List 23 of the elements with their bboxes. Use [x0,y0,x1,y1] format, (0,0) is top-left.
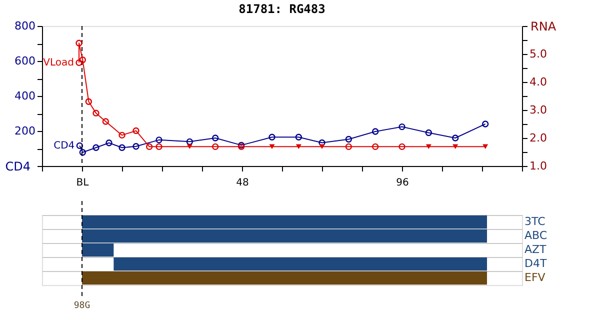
y2-tick-label: 3.0 [530,104,547,116]
y-tick-label: 200 [14,124,36,138]
x-tick-label: 96 [396,178,409,188]
x-tick-label: BL [76,178,90,188]
y-tick-label: EFV [524,271,546,284]
y-tick-label: AZT [524,243,547,256]
text: 98G [74,301,90,311]
y-tick-label: 800 [14,20,36,32]
x-tick-label: 48 [236,178,249,188]
y2-tick-label: 2.0 [530,132,547,144]
y-tick-label: 3TC [524,215,546,228]
y2-tick-label: 1.0 [530,160,547,172]
y2-tick-label: 5.0 [530,48,547,60]
y2-axis-title: RNA [530,20,557,34]
series-label: VLoad [43,58,74,69]
y-tick-label: 400 [14,90,36,102]
y-tick-label: ABC [524,229,548,242]
y-tick-label: 600 [14,54,36,68]
y2-tick-label: 4.0 [530,76,547,88]
series-label: CD4 [54,140,75,152]
chart-title: 81781: RG483 [238,2,326,16]
y-tick-label: D4T [524,257,547,270]
y-axis-title: CD4 [5,160,30,174]
